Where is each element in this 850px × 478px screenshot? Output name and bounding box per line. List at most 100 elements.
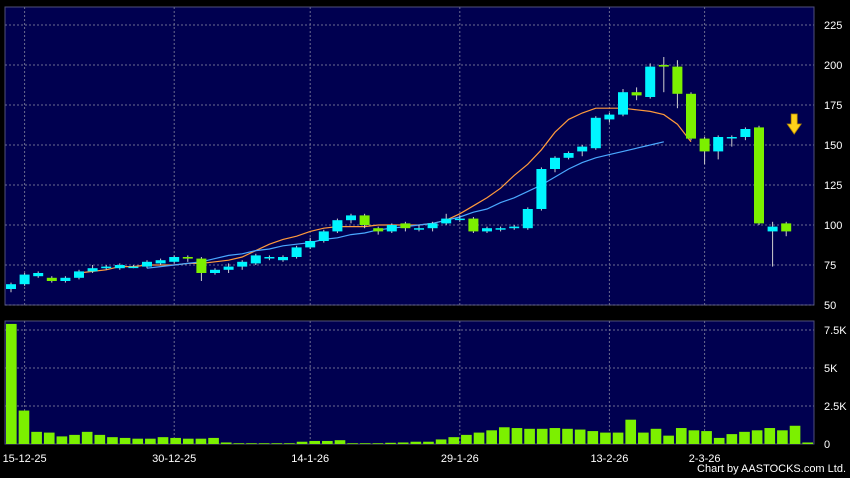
volume-grid [5, 321, 814, 444]
volume-bar [486, 430, 497, 444]
candle-body [495, 228, 506, 230]
candle-body [577, 146, 588, 152]
volume-bar [81, 431, 93, 444]
volume-bar [448, 437, 460, 444]
candle-body [264, 257, 275, 259]
volume-bar [435, 439, 447, 444]
candle-body [346, 215, 356, 221]
candle-body [19, 274, 30, 285]
candle-body [46, 277, 57, 281]
down-arrow-icon [786, 113, 802, 135]
candle-body [250, 255, 261, 264]
candle-body [169, 257, 180, 262]
volume-bar [31, 431, 42, 444]
volume-bar [549, 428, 561, 444]
volume-bar [675, 428, 687, 444]
candle-body [142, 261, 152, 267]
volume-bar [385, 442, 396, 444]
candle-body [237, 261, 248, 267]
candle-body [60, 277, 71, 281]
date-tick-label: 13-2-26 [590, 453, 628, 465]
volume-bar [119, 437, 131, 444]
volume-bar [802, 442, 813, 444]
volume-bar [372, 443, 384, 444]
volume-bar [663, 435, 674, 444]
volume-tick-label: 7.5K [824, 325, 847, 337]
volume-bar [182, 438, 194, 444]
volume-axis-labels: 0 2.5K 5K 7.5K [824, 325, 847, 451]
candle-body [114, 265, 125, 269]
candle-body [754, 127, 764, 224]
volume-bar [347, 443, 358, 444]
volume-bar [397, 442, 409, 444]
volume-bar [208, 437, 219, 444]
price-tick-label: 200 [824, 60, 842, 72]
volume-bar [562, 428, 573, 444]
candle-body [686, 93, 696, 139]
volume-bar [334, 440, 346, 444]
candle-body [645, 66, 656, 97]
volume-bar [777, 430, 788, 444]
volume-bar [6, 323, 17, 444]
volume-bar [625, 419, 637, 444]
candle-body [427, 223, 438, 229]
candle-body [563, 153, 574, 158]
volume-bar [296, 441, 308, 444]
candle-body [672, 66, 683, 94]
candle-body [33, 273, 44, 277]
volume-bar [410, 441, 422, 444]
volume-panel [4, 320, 815, 445]
volume-bar [195, 438, 207, 444]
volume-bar [132, 438, 144, 444]
volume-bar [258, 443, 270, 444]
candle-body [414, 228, 424, 230]
volume-bar [688, 430, 700, 444]
price-tick-label: 125 [824, 180, 842, 192]
volume-bar [18, 410, 30, 444]
candle-body [441, 218, 452, 224]
price-tick-label: 225 [824, 20, 842, 32]
volume-bar [511, 428, 523, 444]
candle-body [631, 92, 642, 96]
candle-body [713, 137, 724, 152]
candle-body [482, 228, 492, 232]
volume-bar [739, 431, 750, 444]
volume-bar [764, 428, 776, 444]
volume-bar [170, 437, 181, 444]
candle-body [182, 257, 193, 259]
candle-body [536, 169, 547, 209]
volume-bar [498, 427, 510, 444]
candlesticks [6, 57, 792, 293]
volume-bar [600, 432, 611, 444]
volume-bar [726, 434, 738, 444]
candle-body [6, 284, 16, 289]
candle-body [509, 226, 520, 229]
candle-body [781, 223, 792, 232]
candle-body [291, 247, 302, 257]
date-tick-label: 29-1-26 [441, 453, 479, 465]
volume-bar [574, 429, 586, 444]
volume-bar [461, 434, 472, 444]
candle-body [454, 218, 465, 221]
price-tick-label: 150 [824, 140, 842, 152]
candle-body [658, 65, 669, 67]
candle-body [278, 257, 288, 261]
candle-body [699, 138, 710, 152]
candle-body [196, 258, 207, 273]
candle-body [726, 137, 737, 139]
volume-tick-label: 0 [824, 439, 830, 451]
volume-bar [359, 443, 371, 444]
volume-bar [423, 441, 434, 444]
volume-bar [309, 440, 321, 444]
candle-body [318, 231, 329, 241]
candle-body [128, 266, 139, 269]
date-tick-label: 14-1-26 [291, 453, 329, 465]
volume-bar [157, 437, 169, 444]
candle-body [101, 266, 112, 269]
volume-bar [751, 430, 763, 444]
candle-body [305, 241, 316, 248]
price-axis-labels: 50 75 100 125 150 175 200 225 [824, 20, 842, 312]
volume-bar [701, 431, 712, 444]
volume-bar [94, 434, 106, 444]
